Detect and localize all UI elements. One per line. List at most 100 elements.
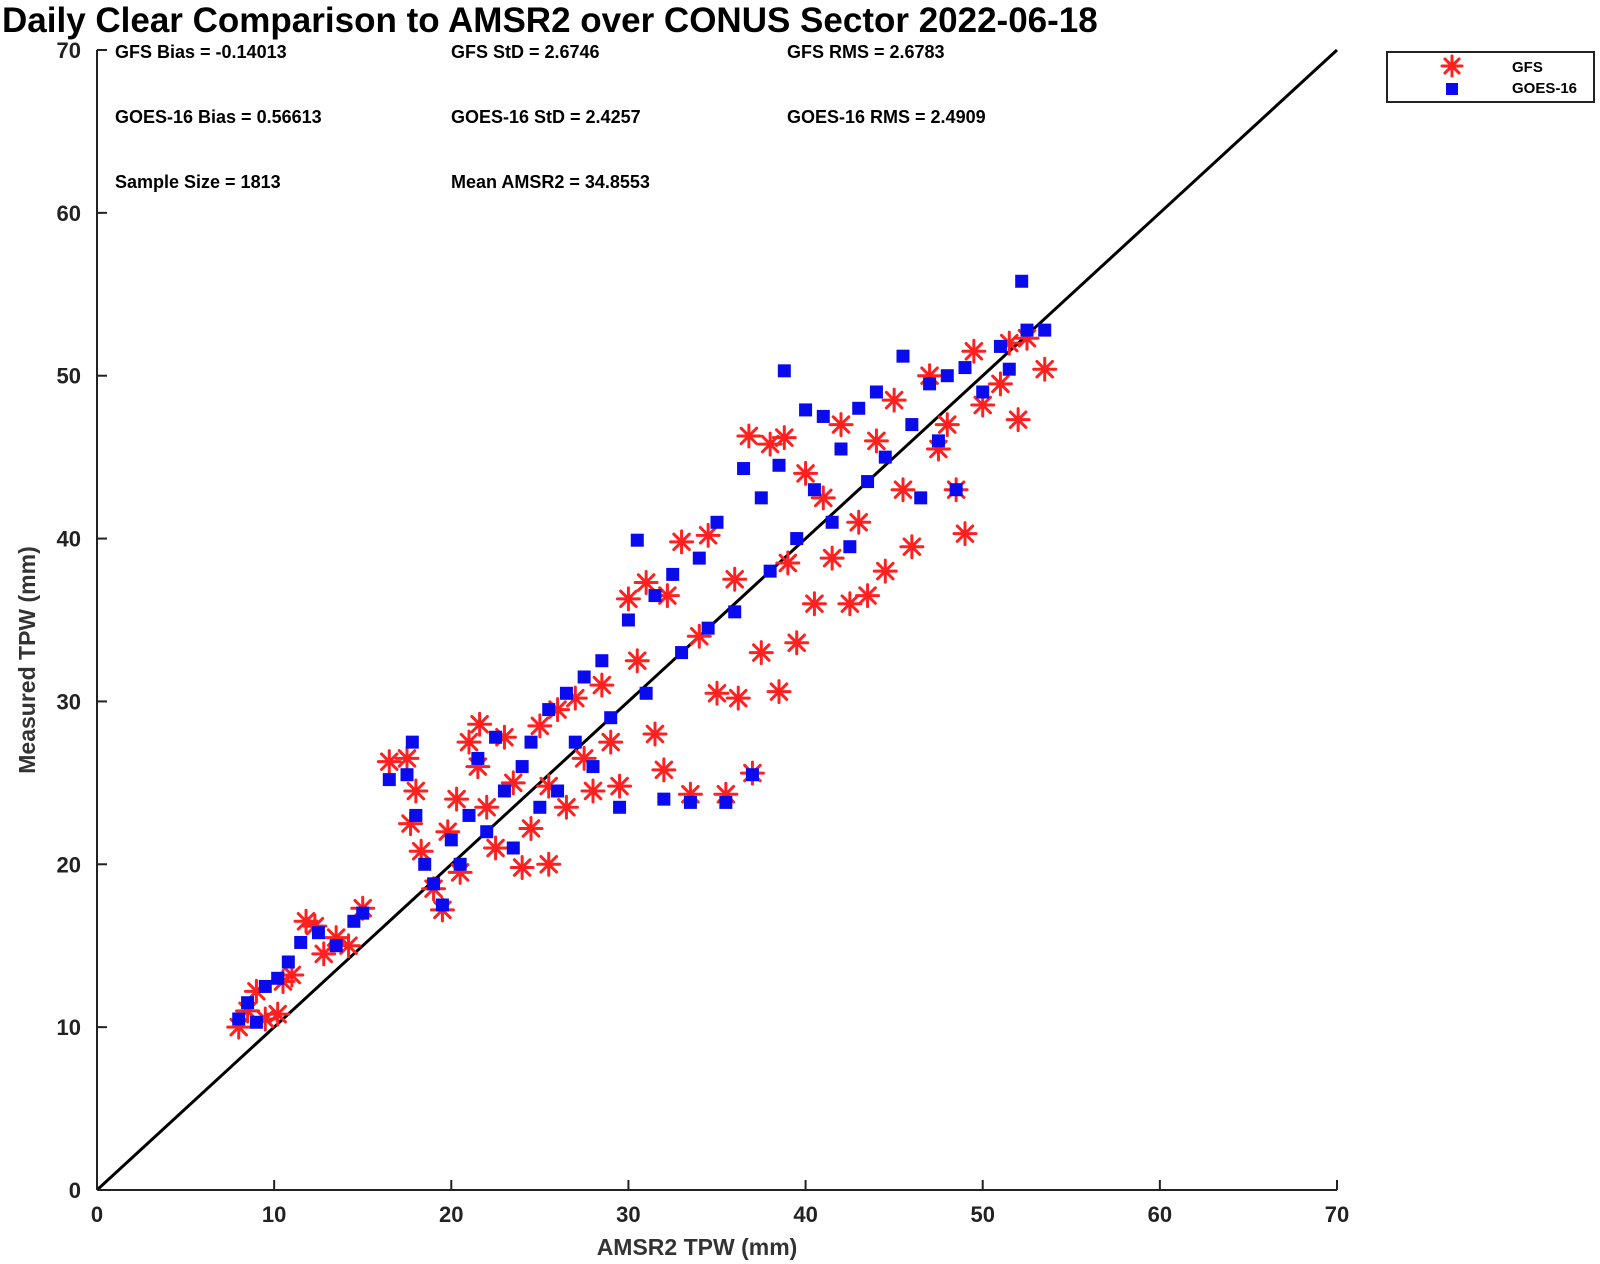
goes16-point: [1002, 362, 1016, 376]
gfs-point: [607, 773, 633, 799]
gfs-point: [654, 583, 680, 609]
gfs-point: [651, 757, 677, 783]
gfs-point: [553, 794, 579, 820]
goes16-point: [271, 971, 285, 985]
goes16-point: [577, 670, 591, 684]
gfs-point: [819, 545, 845, 571]
gfs-point: [934, 412, 960, 438]
goes16-point: [772, 458, 786, 472]
gfs-point: [828, 412, 854, 438]
goes16-point: [405, 735, 419, 749]
annotation-mean-amsr2: Mean AMSR2 = 34.8553: [451, 172, 650, 192]
legend-goes16-marker: [1446, 83, 1458, 95]
goes16-point: [471, 751, 485, 765]
one-to-one-line: [95, 48, 1339, 1192]
gfs-point: [518, 815, 544, 841]
goes16-point: [799, 403, 813, 417]
gfs-point: [872, 558, 898, 584]
legend-gfs-label: GFS: [1512, 59, 1543, 76]
goes16-point: [568, 735, 582, 749]
gfs-point: [642, 721, 668, 747]
legend-goes16-label: GOES-16: [1512, 80, 1577, 97]
goes16-point: [777, 364, 791, 378]
goes16-point: [1038, 323, 1052, 337]
goes16-point: [444, 833, 458, 847]
gfs-point: [403, 778, 429, 804]
goes16-point: [861, 475, 875, 489]
x-ticks: 0 10 20 30 40 50 60 70: [91, 1180, 1349, 1227]
annotation-gfs-rms: GFS RMS = 2.6783: [787, 42, 945, 62]
gfs-point: [536, 851, 562, 877]
goes16-point: [400, 768, 414, 782]
gfs-point: [376, 749, 402, 775]
gfs-point: [483, 835, 509, 861]
gfs-point: [509, 855, 535, 881]
y-ticks: 0 10 20 30 40 50 60 70: [57, 38, 107, 1203]
gfs-point: [801, 591, 827, 617]
gfs-point: [265, 1001, 291, 1027]
gfs-point: [970, 392, 996, 418]
goes16-point: [281, 955, 295, 969]
goes16-point: [604, 711, 618, 725]
legend-box: [1386, 51, 1595, 103]
legend-goes16-square: [1446, 83, 1458, 95]
gfs-point: [467, 711, 493, 737]
goes16-point: [497, 784, 511, 798]
x-tick-label: 70: [1325, 1202, 1349, 1227]
annotation-goes16-std: GOES-16 StD = 2.4257: [451, 107, 641, 127]
x-tick-label: 50: [970, 1202, 994, 1227]
gfs-point: [775, 550, 801, 576]
goes16-point: [675, 646, 689, 660]
y-axis-label: Measured TPW (mm): [14, 546, 40, 773]
x-tick-label: 30: [616, 1202, 640, 1227]
goes16-point: [489, 730, 503, 744]
gfs-point: [766, 679, 792, 705]
gfs-point: [1032, 356, 1058, 382]
gfs-point: [580, 778, 606, 804]
goes16-point: [329, 939, 343, 953]
goes16-point: [232, 1012, 246, 1026]
goes16-point: [480, 825, 494, 839]
gfs-point: [899, 534, 925, 560]
goes16-point: [816, 409, 830, 423]
gfs-point: [311, 941, 337, 967]
gfs-point: [633, 570, 659, 596]
x-axis-label: AMSR2 TPW (mm): [597, 1234, 798, 1260]
goes16-point: [1015, 274, 1029, 288]
gfs-point: [695, 522, 721, 548]
plot-box: [96, 50, 1337, 1191]
goes16-point: [418, 857, 432, 871]
goes16-point: [258, 979, 272, 993]
goes16-point: [931, 434, 945, 448]
gfs-point: [784, 630, 810, 656]
goes16-point: [905, 418, 919, 432]
goes16-point: [1020, 323, 1034, 337]
gfs-point: [846, 509, 872, 535]
gfs-point: [748, 640, 774, 666]
goes16-point: [462, 808, 476, 822]
goes16-point: [710, 515, 724, 529]
goes16-point: [737, 462, 751, 476]
gfs-series: [226, 325, 1058, 1040]
annotation-gfs-bias: GFS Bias = -0.14013: [115, 42, 287, 62]
goes16-point: [834, 442, 848, 456]
goes16-point: [763, 564, 777, 578]
goes16-point: [294, 935, 308, 949]
gfs-point: [881, 387, 907, 413]
y-tick-label: 10: [57, 1015, 81, 1040]
goes16-point: [940, 369, 954, 383]
goes16-point: [559, 686, 573, 700]
goes16-point: [639, 686, 653, 700]
y-tick-label: 0: [69, 1178, 81, 1203]
gfs-point: [615, 586, 641, 612]
goes16-point: [666, 567, 680, 581]
goes16-point: [790, 532, 804, 546]
gfs-point: [722, 566, 748, 592]
gfs-point: [704, 680, 730, 706]
gfs-point: [952, 521, 978, 547]
gfs-point: [500, 770, 526, 796]
goes16-point: [382, 773, 396, 787]
gfs-point: [987, 371, 1013, 397]
goes16-point: [311, 926, 325, 940]
gfs-point: [444, 786, 470, 812]
